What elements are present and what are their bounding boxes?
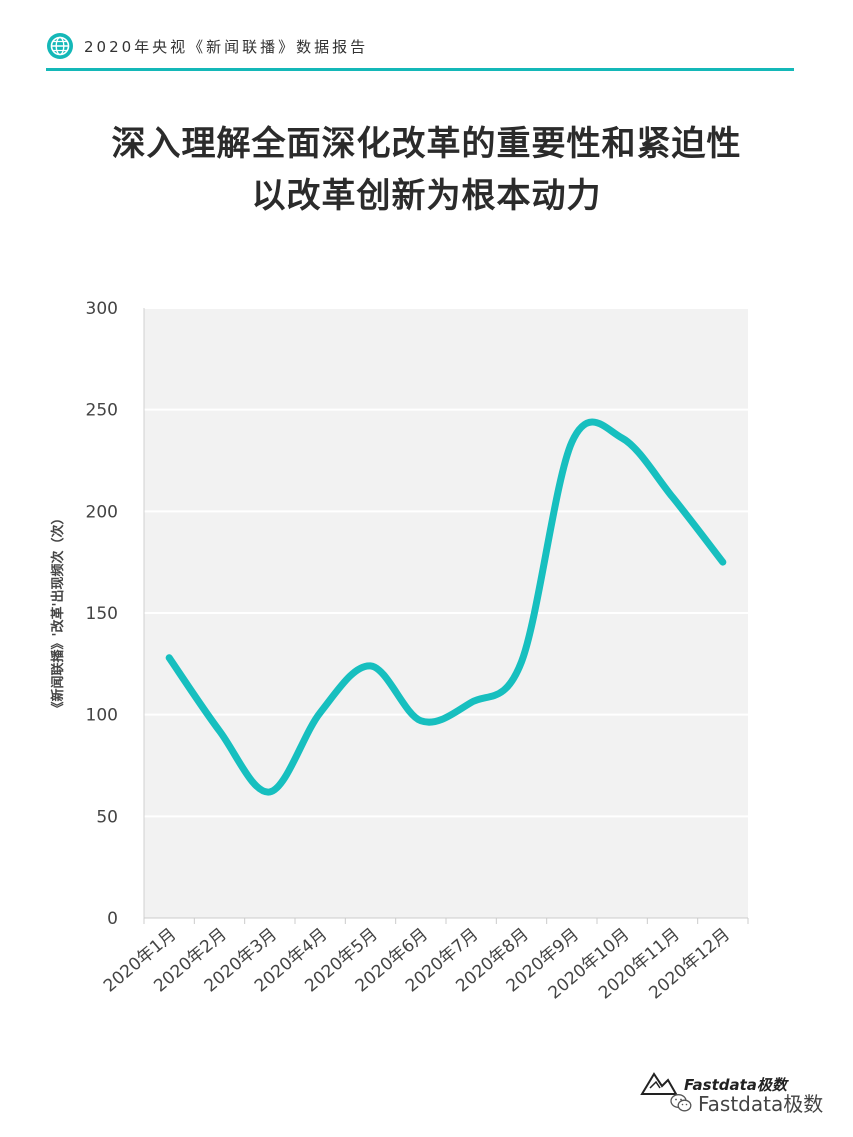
- y-tick-label: 0: [107, 909, 118, 929]
- globe-icon: [47, 33, 73, 59]
- y-tick-label: 250: [86, 401, 118, 421]
- y-tick-label: 150: [86, 604, 118, 624]
- title-line-2: 以改革创新为根本动力: [251, 176, 602, 216]
- y-tick-label: 200: [86, 502, 118, 522]
- header-divider: [46, 68, 794, 71]
- y-tick-label: 50: [96, 807, 118, 827]
- y-axis-label: 《新闻联播》'改革'出现频次（次）: [50, 512, 66, 715]
- watermark-text: Fastdata极数: [698, 1092, 824, 1116]
- wechat-icon: [670, 1094, 692, 1112]
- fastdata-logo-icon: [640, 1072, 678, 1095]
- footer-logo-text: Fastdata极数: [684, 1076, 787, 1094]
- header-title: 2020年央视《新闻联播》数据报告: [84, 38, 369, 56]
- line-chart: 0501001502002503002020年1月2020年2月2020年3月2…: [50, 299, 749, 1003]
- page-title: 深入理解全面深化改革的重要性和紧迫性 以改革创新为根本动力: [0, 118, 853, 222]
- y-tick-label: 100: [86, 706, 118, 726]
- report-header: 2020年央视《新闻联播》数据报告: [46, 32, 794, 72]
- y-tick-label: 300: [86, 299, 118, 319]
- title-line-1: 深入理解全面深化改革的重要性和紧迫性: [111, 124, 742, 164]
